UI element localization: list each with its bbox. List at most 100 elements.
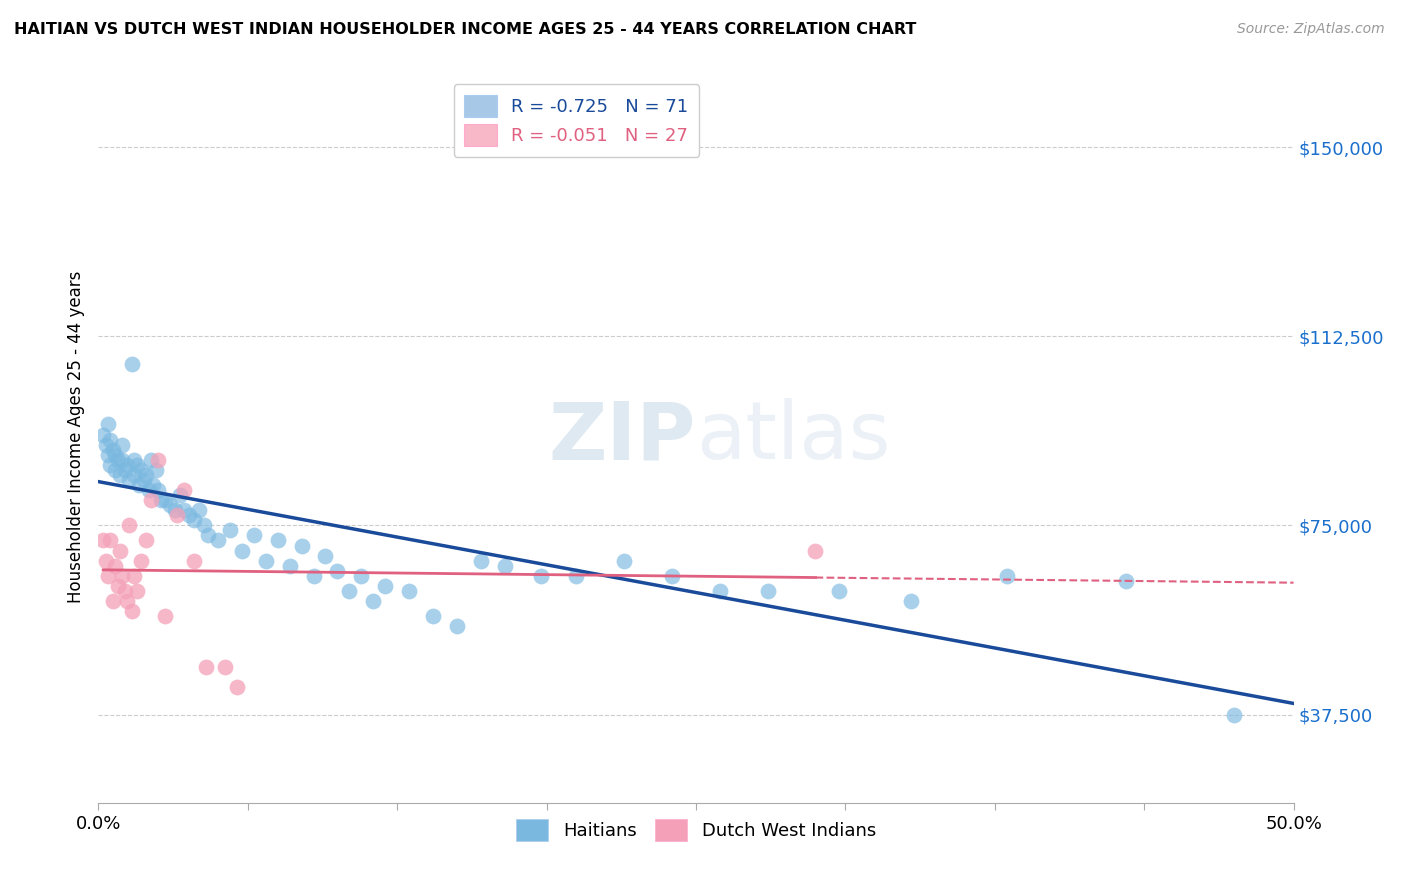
Point bbox=[291, 539, 314, 553]
Point bbox=[661, 569, 683, 583]
Point bbox=[756, 583, 779, 598]
Point bbox=[900, 594, 922, 608]
Point bbox=[135, 467, 157, 482]
Point bbox=[111, 569, 134, 583]
Point bbox=[124, 452, 146, 467]
Point bbox=[111, 452, 134, 467]
Point bbox=[422, 609, 444, 624]
Point bbox=[104, 463, 127, 477]
Point bbox=[128, 478, 150, 492]
Point bbox=[155, 493, 177, 508]
Point bbox=[243, 528, 266, 542]
Point bbox=[149, 493, 172, 508]
Point bbox=[111, 437, 134, 451]
Legend: Haitians, Dutch West Indians: Haitians, Dutch West Indians bbox=[509, 812, 883, 848]
Point bbox=[187, 503, 209, 517]
Point bbox=[446, 619, 468, 633]
Point bbox=[179, 508, 201, 523]
Point bbox=[155, 609, 177, 624]
Point bbox=[114, 583, 136, 598]
Point bbox=[101, 594, 124, 608]
Point bbox=[494, 558, 516, 573]
Text: HAITIAN VS DUTCH WEST INDIAN HOUSEHOLDER INCOME AGES 25 - 44 YEARS CORRELATION C: HAITIAN VS DUTCH WEST INDIAN HOUSEHOLDER… bbox=[14, 22, 917, 37]
Point bbox=[339, 583, 361, 598]
Point bbox=[226, 680, 249, 694]
Point bbox=[139, 452, 162, 467]
Point bbox=[138, 483, 160, 497]
Point bbox=[114, 463, 136, 477]
Point bbox=[98, 533, 122, 548]
Point bbox=[94, 554, 117, 568]
Point bbox=[254, 554, 277, 568]
Point bbox=[828, 583, 851, 598]
Point bbox=[121, 604, 143, 618]
Point bbox=[108, 543, 131, 558]
Point bbox=[231, 543, 253, 558]
Point bbox=[91, 533, 114, 548]
Point bbox=[125, 583, 148, 598]
Point bbox=[131, 463, 153, 477]
Point bbox=[121, 357, 143, 371]
Point bbox=[124, 569, 146, 583]
Point bbox=[1115, 574, 1137, 588]
Point bbox=[169, 488, 191, 502]
Point bbox=[148, 452, 170, 467]
Point bbox=[107, 579, 129, 593]
Point bbox=[173, 503, 195, 517]
Point bbox=[398, 583, 420, 598]
Point bbox=[148, 483, 170, 497]
Point bbox=[94, 437, 117, 451]
Point bbox=[183, 513, 205, 527]
Point bbox=[173, 483, 195, 497]
Point bbox=[214, 659, 236, 673]
Point bbox=[98, 433, 122, 447]
Point bbox=[104, 448, 127, 462]
Point bbox=[118, 518, 141, 533]
Point bbox=[97, 417, 120, 432]
Text: Source: ZipAtlas.com: Source: ZipAtlas.com bbox=[1237, 22, 1385, 37]
Text: ZIP: ZIP bbox=[548, 398, 696, 476]
Point bbox=[302, 569, 325, 583]
Point bbox=[115, 458, 138, 472]
Point bbox=[363, 594, 385, 608]
Point bbox=[166, 508, 188, 523]
Point bbox=[107, 452, 129, 467]
Point bbox=[115, 594, 138, 608]
Point bbox=[197, 528, 219, 542]
Point bbox=[278, 558, 301, 573]
Point bbox=[709, 583, 731, 598]
Point bbox=[139, 493, 162, 508]
Point bbox=[163, 503, 186, 517]
Point bbox=[124, 467, 146, 482]
Point bbox=[995, 569, 1018, 583]
Point bbox=[125, 458, 148, 472]
Point bbox=[207, 533, 229, 548]
Point bbox=[326, 564, 349, 578]
Point bbox=[108, 467, 131, 482]
Point bbox=[118, 473, 141, 487]
Point bbox=[131, 554, 153, 568]
Point bbox=[98, 458, 122, 472]
Point bbox=[1223, 707, 1246, 722]
Point bbox=[101, 442, 124, 457]
Text: atlas: atlas bbox=[696, 398, 890, 476]
Point bbox=[195, 659, 218, 673]
Point bbox=[97, 569, 120, 583]
Point bbox=[804, 543, 827, 558]
Point bbox=[350, 569, 373, 583]
Point bbox=[145, 463, 167, 477]
Point bbox=[613, 554, 636, 568]
Point bbox=[135, 533, 157, 548]
Point bbox=[132, 473, 155, 487]
Y-axis label: Householder Income Ages 25 - 44 years: Householder Income Ages 25 - 44 years bbox=[66, 271, 84, 603]
Point bbox=[142, 478, 165, 492]
Point bbox=[97, 448, 120, 462]
Point bbox=[374, 579, 396, 593]
Point bbox=[315, 549, 337, 563]
Point bbox=[183, 554, 205, 568]
Point bbox=[219, 524, 242, 538]
Point bbox=[91, 427, 114, 442]
Point bbox=[104, 558, 127, 573]
Point bbox=[193, 518, 215, 533]
Point bbox=[565, 569, 588, 583]
